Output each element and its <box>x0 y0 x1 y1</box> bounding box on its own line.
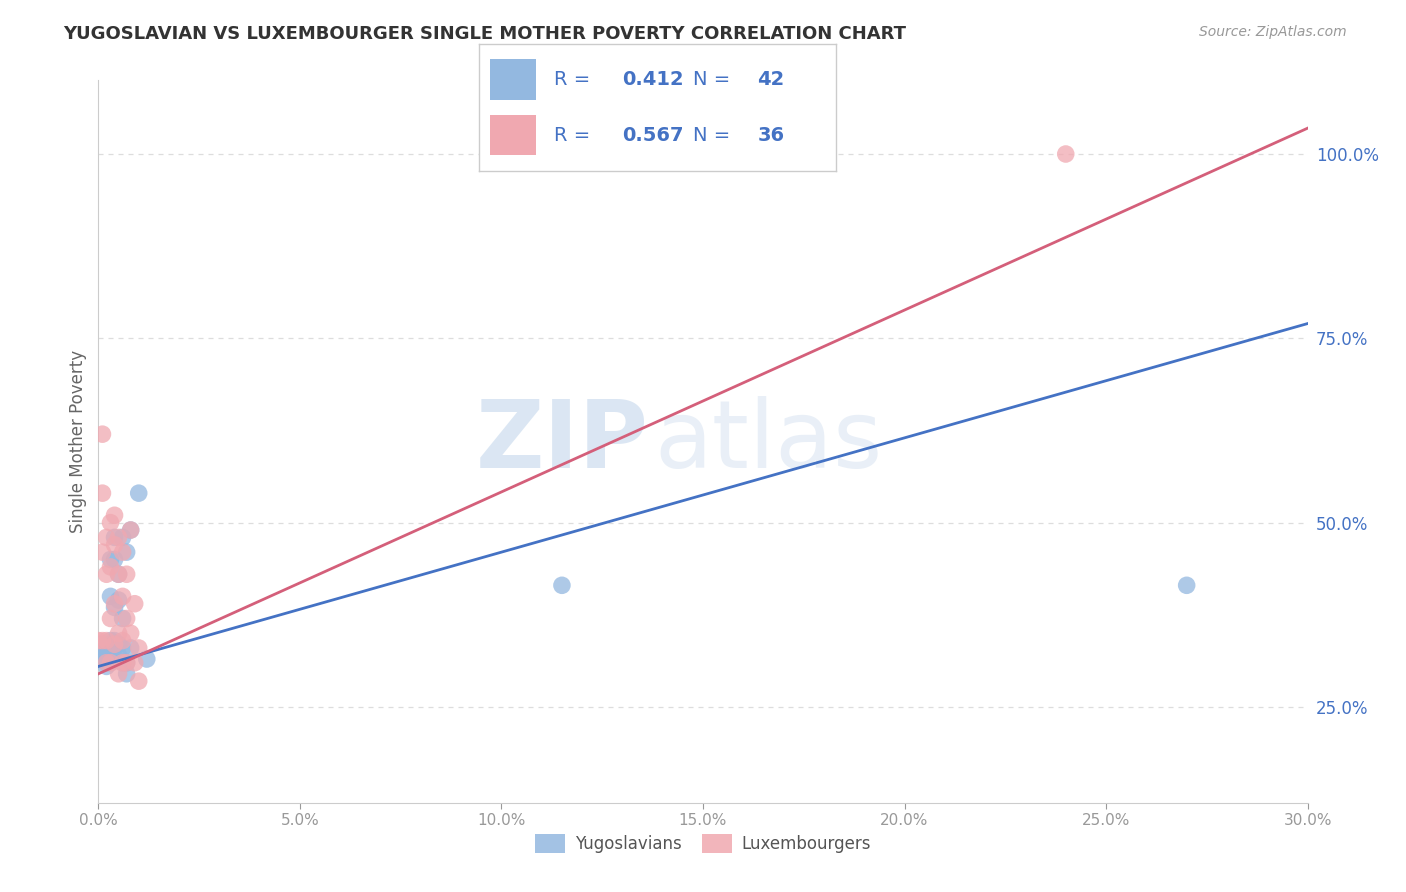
Point <box>135 652 157 666</box>
Point <box>96 645 118 659</box>
Point <box>91 633 114 648</box>
Point <box>100 590 122 604</box>
Point <box>107 593 129 607</box>
Point <box>100 637 122 651</box>
Point <box>120 626 142 640</box>
Point <box>107 567 129 582</box>
Point <box>115 656 138 670</box>
Point <box>100 656 122 670</box>
Point <box>111 633 134 648</box>
Point <box>91 637 114 651</box>
Point <box>1054 147 1077 161</box>
Text: YUGOSLAVIAN VS LUXEMBOURGER SINGLE MOTHER POVERTY CORRELATION CHART: YUGOSLAVIAN VS LUXEMBOURGER SINGLE MOTHE… <box>63 25 907 43</box>
Point <box>551 578 574 592</box>
Text: Source: ZipAtlas.com: Source: ZipAtlas.com <box>1199 25 1347 39</box>
Legend: Yugoslavians, Luxembourgers: Yugoslavians, Luxembourgers <box>529 827 877 860</box>
Point <box>111 656 134 670</box>
Point <box>96 659 118 673</box>
Point <box>87 637 110 651</box>
Point <box>115 545 138 559</box>
Text: ZIP: ZIP <box>475 395 648 488</box>
Point <box>103 597 125 611</box>
Point <box>103 633 125 648</box>
Point <box>100 640 122 655</box>
Point <box>107 626 129 640</box>
Y-axis label: Single Mother Poverty: Single Mother Poverty <box>69 350 87 533</box>
Point <box>128 640 150 655</box>
Point <box>103 508 125 523</box>
Point <box>115 611 138 625</box>
Point <box>1175 578 1198 592</box>
Point <box>87 633 110 648</box>
Point <box>111 640 134 655</box>
Point <box>120 523 142 537</box>
Point <box>124 597 146 611</box>
Point <box>96 640 118 655</box>
Point <box>91 648 114 663</box>
Point <box>103 600 125 615</box>
Point <box>96 567 118 582</box>
Point <box>107 637 129 651</box>
Point <box>96 656 118 670</box>
Point <box>91 645 114 659</box>
Point <box>91 486 114 500</box>
Point <box>128 674 150 689</box>
Point <box>100 552 122 566</box>
Point <box>100 516 122 530</box>
Point <box>111 530 134 544</box>
Text: atlas: atlas <box>655 395 883 488</box>
Point <box>107 648 129 663</box>
Point <box>96 530 118 544</box>
Point <box>96 656 118 670</box>
Point <box>91 640 114 655</box>
Point <box>96 652 118 666</box>
Point <box>107 567 129 582</box>
Point <box>91 427 114 442</box>
Point <box>103 552 125 566</box>
Point <box>91 652 114 666</box>
Point <box>96 633 118 648</box>
Point <box>115 666 138 681</box>
Point <box>100 652 122 666</box>
Point <box>103 637 125 651</box>
Point <box>103 530 125 544</box>
Point <box>111 656 134 670</box>
Point <box>111 545 134 559</box>
Point <box>100 560 122 574</box>
Point <box>115 656 138 670</box>
Point <box>124 656 146 670</box>
Point <box>107 666 129 681</box>
Point <box>111 590 134 604</box>
Point <box>100 656 122 670</box>
Point <box>120 640 142 655</box>
Point <box>103 637 125 651</box>
Point <box>103 538 125 552</box>
Point <box>107 530 129 544</box>
Point <box>96 648 118 663</box>
Point <box>111 611 134 625</box>
Point <box>91 545 114 559</box>
Point <box>120 523 142 537</box>
Point <box>100 611 122 625</box>
Point <box>100 633 122 648</box>
Point <box>128 486 150 500</box>
Point <box>115 567 138 582</box>
Point <box>103 640 125 655</box>
